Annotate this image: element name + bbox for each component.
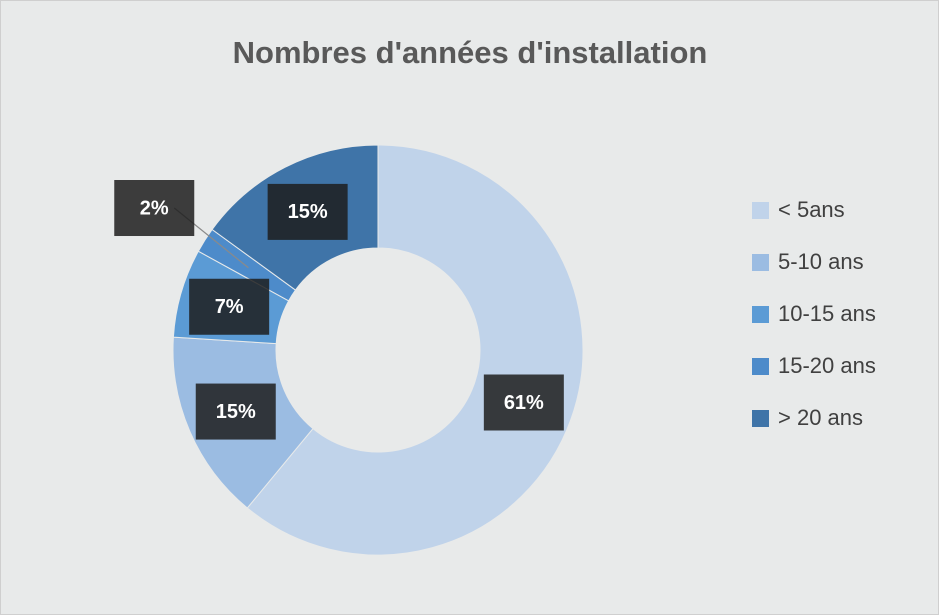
data-label-box <box>483 374 564 431</box>
legend-label: > 20 ans <box>778 405 863 430</box>
data-label: 2% <box>140 197 169 219</box>
legend-swatch <box>752 358 769 375</box>
legend-swatch <box>752 254 769 271</box>
data-label-box <box>195 383 276 440</box>
legend-label: < 5ans <box>778 197 845 222</box>
data-label-box <box>267 183 348 240</box>
donut-slice <box>246 144 584 556</box>
legend-label: 15-20 ans <box>778 353 876 378</box>
data-label: 61% <box>504 392 544 414</box>
data-label: 7% <box>215 296 244 318</box>
legend-swatch <box>752 306 769 323</box>
data-label-box <box>114 180 195 237</box>
data-label-box <box>189 278 270 335</box>
data-label: 15% <box>288 201 328 223</box>
data-label: 15% <box>216 401 256 423</box>
legend-swatch <box>752 410 769 427</box>
legend-label: 10-15 ans <box>778 301 876 326</box>
legend-swatch <box>752 202 769 219</box>
legend-label: 5-10 ans <box>778 249 864 274</box>
chart-title: Nombres d'années d'installation <box>233 35 708 70</box>
